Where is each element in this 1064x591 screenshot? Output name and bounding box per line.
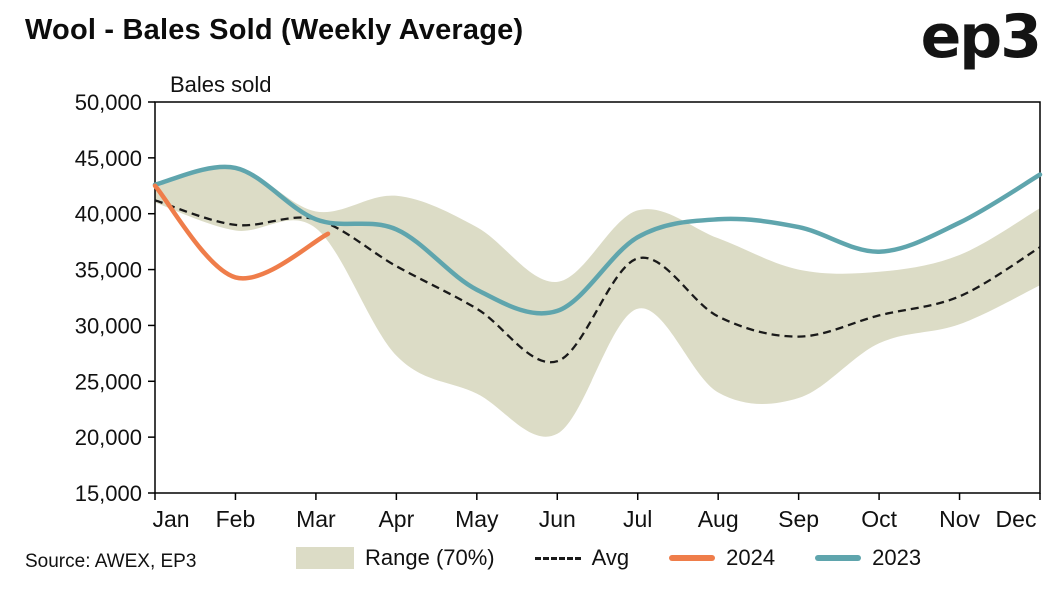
source-note: Source: AWEX, EP3 [25, 551, 197, 572]
avg-line [154, 199, 1041, 364]
x-tick-label: Jul [623, 506, 652, 532]
y-tick-label: 45,000 [75, 146, 142, 171]
avg-line-swatch [534, 556, 581, 560]
x-tick-label: Dec [996, 506, 1037, 532]
legend-item-range: Range (70%) [296, 545, 495, 571]
range-band-area [155, 166, 1040, 437]
legend-label-2024: 2024 [726, 545, 776, 570]
x-tick-label: Feb [216, 506, 256, 532]
x-tick-label: Sep [778, 506, 819, 532]
legend-label-avg: Avg [591, 545, 630, 570]
line-2024 [152, 183, 331, 281]
y-axis-title: Bales sold [170, 72, 272, 97]
x-tick-label: May [455, 506, 499, 532]
plot-border [154, 101, 1041, 494]
legend: Range (70%) Avg 2024 2023 [296, 545, 921, 571]
x-tick-label: Jun [539, 506, 576, 532]
legend-label-range: Range (70%) [365, 545, 495, 570]
y-tick-label: 40,000 [75, 202, 142, 227]
y-tick-label: 30,000 [75, 313, 142, 338]
y-tick-label: 35,000 [75, 258, 142, 283]
legend-item-avg: Avg [534, 545, 630, 571]
y-tick-label: 25,000 [75, 369, 142, 394]
legend-label-2023: 2023 [872, 545, 922, 570]
chart-title: Wool - Bales Sold (Weekly Average) [25, 14, 524, 46]
ep3-logo: ep3 [920, 2, 1042, 72]
x-tick-label: Nov [939, 506, 980, 532]
line-2023-swatch [815, 555, 862, 561]
x-tick-label: Aug [698, 506, 739, 532]
y-tick-label: 20,000 [75, 425, 142, 450]
x-tick-label: Apr [378, 506, 414, 532]
x-tick-label: Mar [296, 506, 336, 532]
y-tick-label: 15,000 [75, 481, 142, 506]
line-2024-swatch [669, 555, 716, 561]
x-tick-label: Oct [861, 506, 897, 532]
x-tick-label: Jan [152, 506, 189, 532]
line-2023 [152, 164, 1043, 316]
range-band-swatch [296, 547, 354, 569]
y-tick-label: 50,000 [75, 90, 142, 115]
legend-item-2024: 2024 [669, 545, 775, 571]
legend-item-2023: 2023 [815, 545, 921, 571]
chart-canvas: 15,000 20,000 25,000 30,000 35,000 40,000 45,0… [75, 90, 1043, 532]
